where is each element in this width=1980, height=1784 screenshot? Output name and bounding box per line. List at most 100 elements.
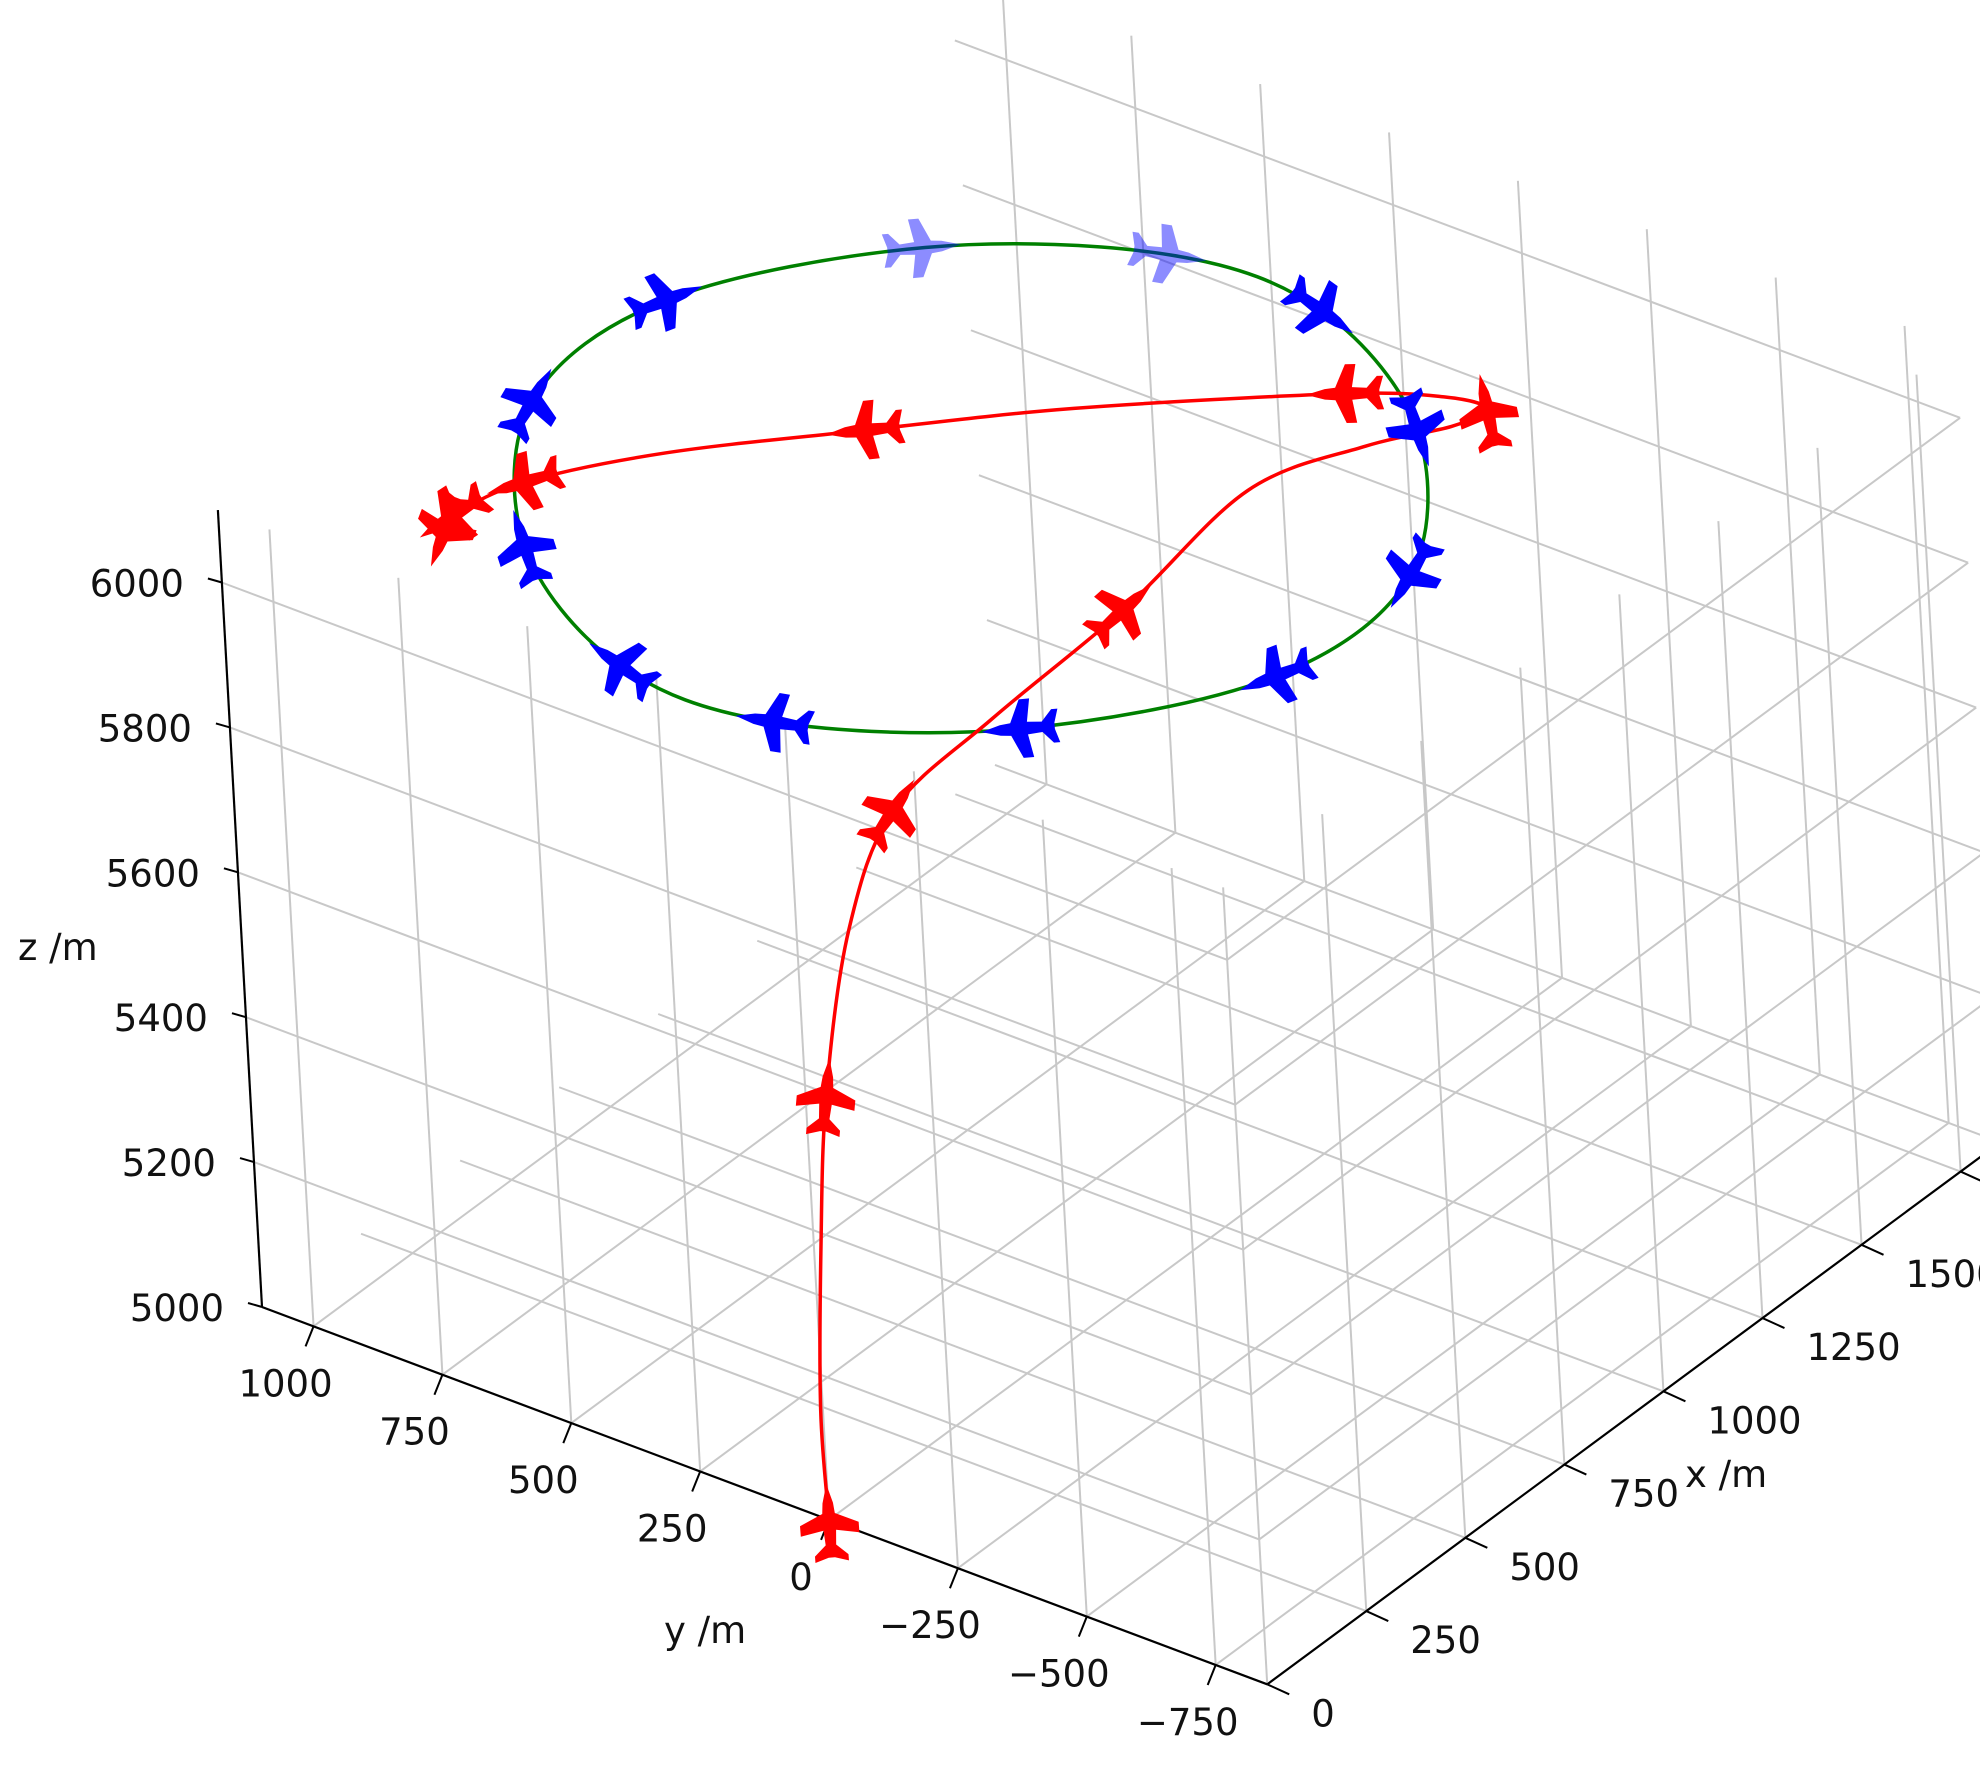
z-tick-label: 5000	[130, 1287, 224, 1330]
x-tick	[1464, 1536, 1488, 1549]
x-tick	[1960, 1170, 1980, 1182]
grid-line	[1915, 374, 1962, 1172]
jet-icon	[1385, 532, 1445, 608]
grid-line	[1215, 1122, 1950, 1666]
grid-line	[828, 976, 1563, 1521]
jet-icon	[826, 399, 906, 460]
grid-line	[756, 939, 1763, 1320]
x-tick	[1861, 1243, 1884, 1256]
grid-line	[570, 880, 1305, 1424]
x-tick-label: 750	[1608, 1473, 1679, 1516]
grid-line	[229, 726, 1236, 1106]
grid-line	[954, 793, 1961, 1173]
x-tick	[1663, 1390, 1686, 1403]
jet-icon	[735, 693, 815, 753]
y-tick-label: 1000	[238, 1362, 332, 1405]
y-tick-label: 0	[789, 1556, 813, 1599]
grid-line	[1519, 667, 1566, 1465]
grid-line	[699, 928, 1434, 1473]
grid-line	[268, 529, 315, 1327]
z-tick	[207, 577, 223, 584]
z-axis-line	[216, 509, 264, 1308]
grid-line	[1242, 706, 1977, 1251]
y-tick	[691, 1471, 702, 1492]
z-tick-label: 5400	[114, 997, 208, 1040]
grid-line	[1618, 594, 1665, 1392]
jet-icon	[800, 1484, 860, 1563]
x-tick	[1563, 1463, 1587, 1476]
jet-icon	[856, 779, 916, 854]
z-tick	[231, 1012, 247, 1019]
y-axis-label: y /m	[664, 1609, 746, 1652]
grid-line	[253, 1161, 1260, 1541]
grid-line	[970, 329, 1977, 709]
grid-line	[558, 1086, 1565, 1466]
z-tick-label: 5600	[106, 852, 200, 895]
grid-line	[655, 674, 702, 1472]
y-tick	[1077, 1616, 1088, 1637]
x-tick-label: 500	[1509, 1546, 1580, 1589]
y-tick-label: −500	[1008, 1653, 1110, 1696]
y-tick-label: 500	[508, 1459, 579, 1502]
grid-line	[957, 1025, 1692, 1570]
y-tick	[1206, 1664, 1217, 1686]
grid-line	[954, 39, 1961, 419]
jet-icon	[981, 698, 1061, 758]
grid-line	[1903, 325, 1950, 1123]
z-tick	[239, 1157, 255, 1164]
grid-line	[1321, 814, 1368, 1612]
jet-icon	[1082, 585, 1152, 650]
grid-line	[1516, 180, 1564, 978]
y-tick-label: −250	[879, 1604, 981, 1647]
grid-line	[1816, 447, 1863, 1245]
x-tick-label: 1000	[1707, 1399, 1801, 1442]
jet-icon	[486, 450, 567, 511]
grid-line	[978, 474, 1980, 852]
x-tick	[1266, 1683, 1290, 1696]
y-tick	[948, 1567, 959, 1589]
series-line	[512, 242, 1430, 735]
jet-icon	[1305, 363, 1385, 424]
z-tick-label: 5200	[122, 1142, 216, 1185]
z-tick	[215, 722, 231, 729]
jet-icon	[1459, 374, 1520, 454]
jet-icon	[418, 488, 477, 567]
series-group	[418, 218, 1520, 1563]
axes	[207, 509, 1980, 1696]
grid-line	[1420, 740, 1467, 1538]
y-tick-label: 250	[637, 1507, 708, 1550]
y-axis-line	[261, 1305, 1268, 1686]
grid-line	[1130, 35, 1177, 833]
grid-line	[657, 1013, 1664, 1393]
z-tick-label: 5800	[98, 707, 192, 750]
jet-icon	[1240, 644, 1319, 704]
x-axis-label: x /m	[1685, 1453, 1767, 1496]
y-tick-label: −750	[1137, 1701, 1239, 1744]
grid-line	[1250, 854, 1980, 1396]
grid-line	[397, 577, 444, 1375]
grid-line	[1645, 229, 1692, 1027]
y-tick	[562, 1422, 573, 1444]
grid-line	[1259, 84, 1306, 882]
jet-icon	[795, 1058, 856, 1138]
grid-line	[459, 1159, 1466, 1539]
grid-line	[1234, 561, 1969, 1106]
grid-line	[1717, 521, 1764, 1319]
grid-line	[1222, 887, 1269, 1685]
jet-icon	[1127, 223, 1207, 284]
x-tick	[1365, 1610, 1389, 1622]
x-tick-label: 0	[1311, 1692, 1335, 1735]
jet-icon	[589, 642, 663, 703]
grid-line	[360, 1232, 1367, 1613]
grid-line	[1170, 867, 1217, 1666]
x-axis-line	[1266, 1155, 1980, 1686]
x-tick-label: 250	[1410, 1619, 1481, 1662]
z-tick-label: 6000	[90, 563, 184, 606]
jet-icon	[497, 510, 557, 590]
grid-line	[962, 184, 1969, 564]
grid-line	[1041, 819, 1088, 1617]
y-tick	[304, 1325, 315, 1347]
grid-line	[994, 764, 1980, 1136]
z-tick	[223, 867, 239, 874]
